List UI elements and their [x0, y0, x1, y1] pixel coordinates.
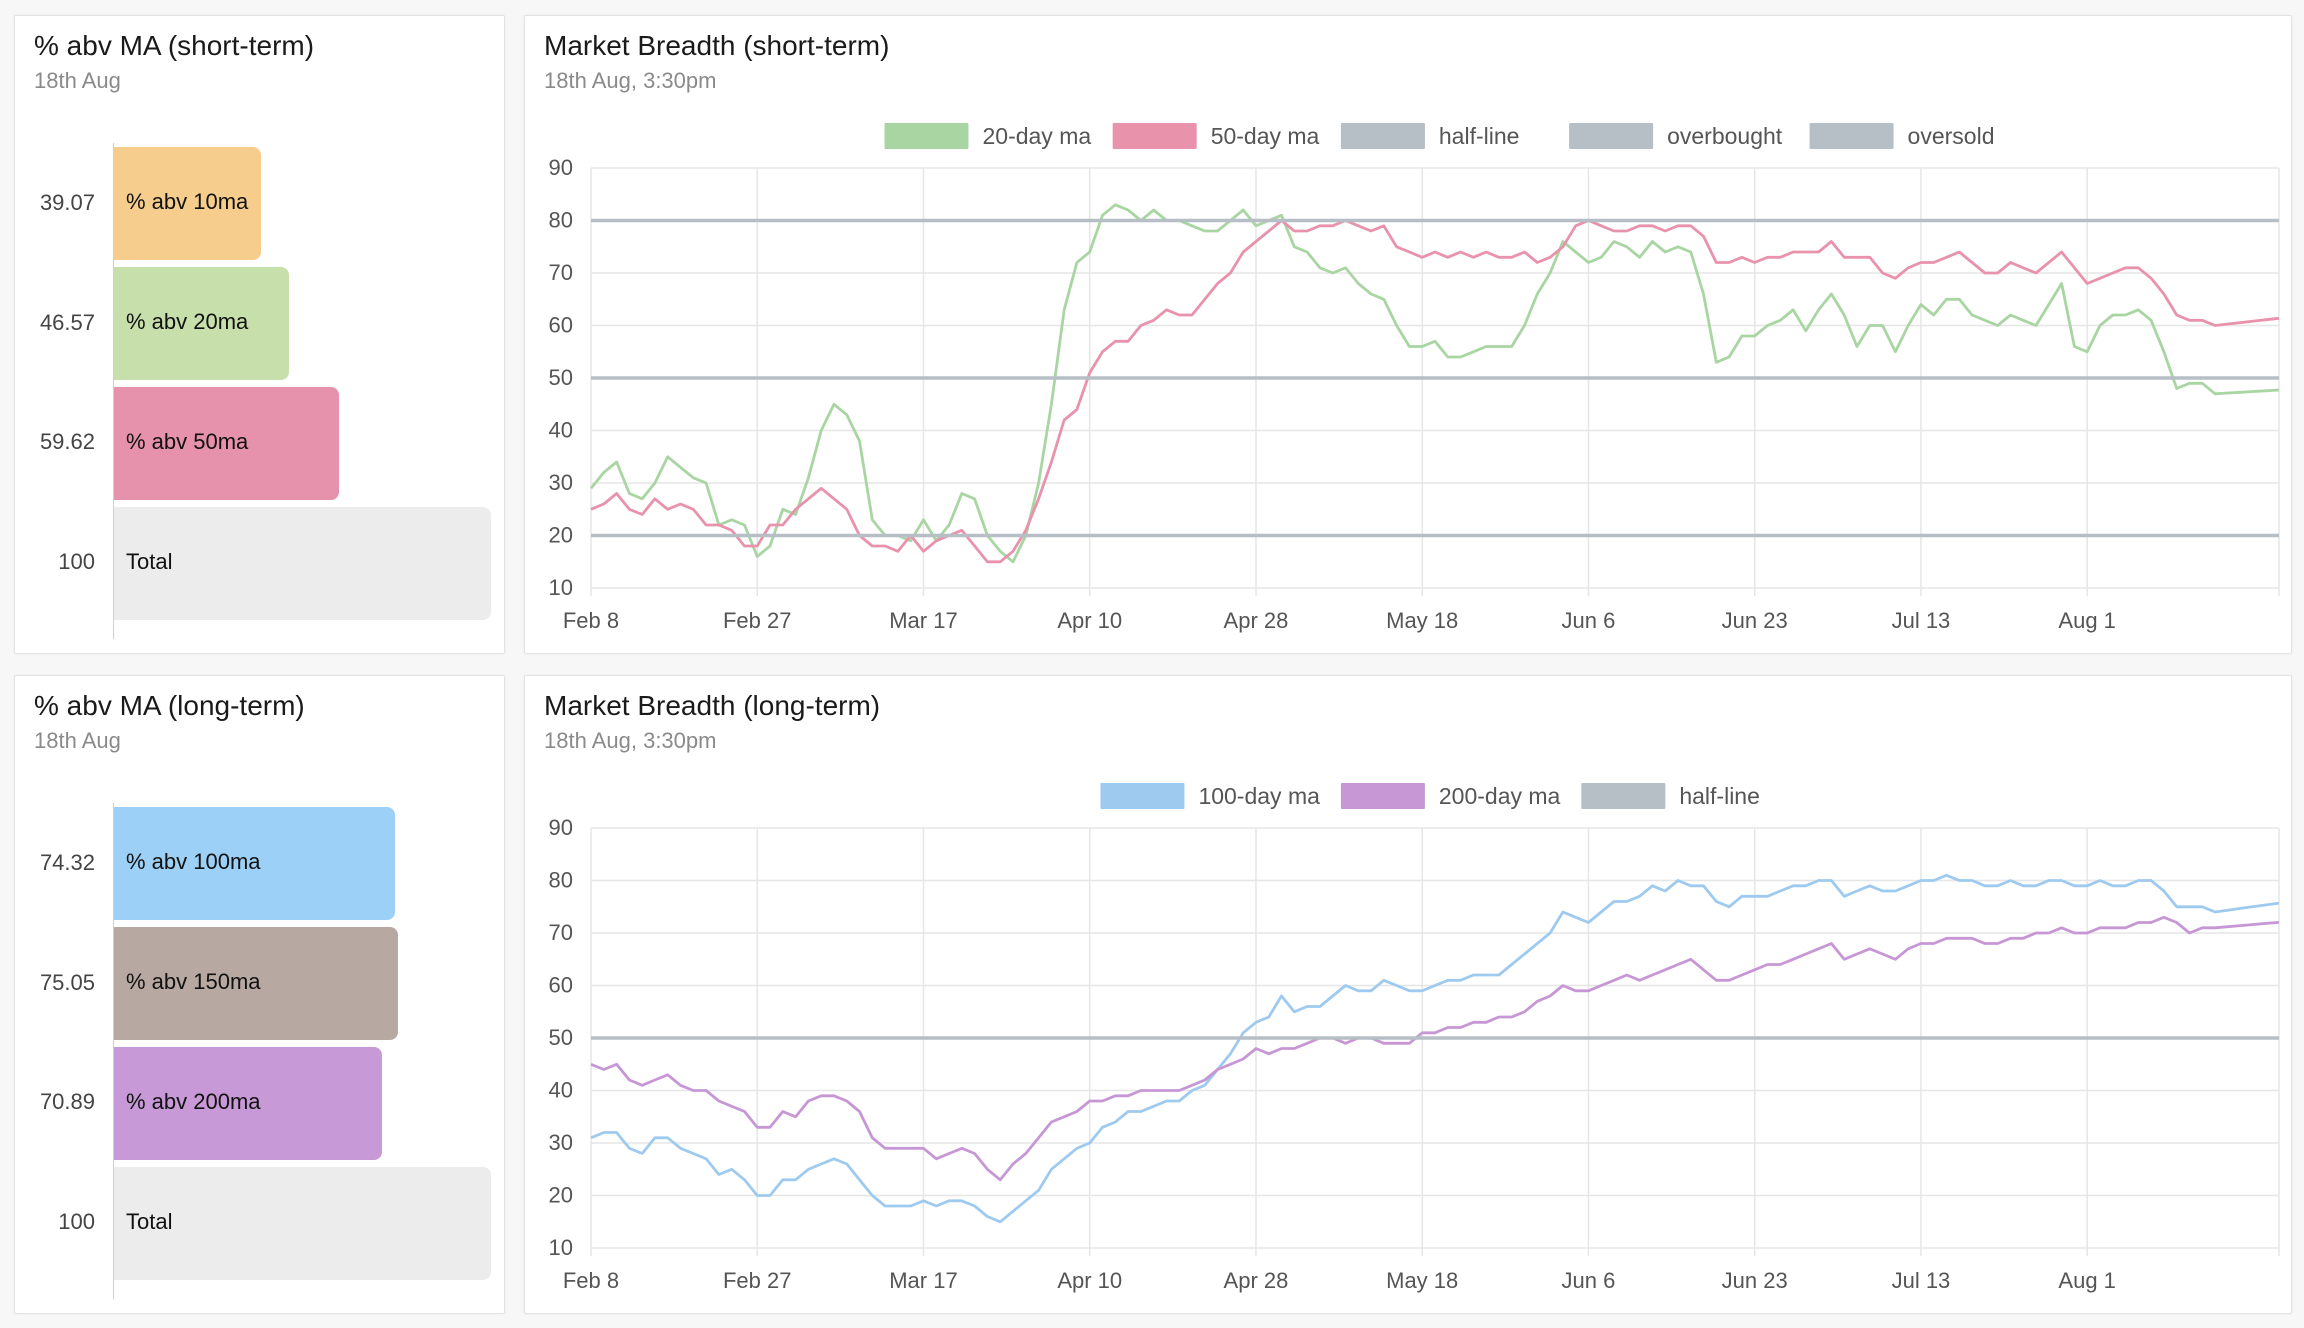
y-tick-label: 30	[549, 470, 573, 495]
y-tick-label: 50	[549, 365, 573, 390]
x-tick-label: Jul 13	[1892, 608, 1951, 633]
y-tick-label: 90	[549, 155, 573, 180]
panel-date: 18th Aug	[34, 68, 121, 93]
bar-label: % abv 150ma	[126, 969, 261, 994]
legend-swatch-100-day-ma	[1100, 783, 1185, 809]
y-tick-label: 20	[549, 523, 573, 548]
y-tick-label: 80	[549, 868, 573, 893]
long-term-bars-panel: % abv MA (long-term) 18th Aug 74.32 % ab…	[14, 675, 505, 1314]
bar-value: 75.05	[39, 970, 95, 995]
short-term-bars-panel: % abv MA (short-term) 18th Aug 39.07 % a…	[14, 15, 505, 654]
x-tick-label: Jul 13	[1892, 1268, 1951, 1293]
x-tick-label: May 18	[1386, 608, 1458, 633]
bar-total[interactable]: Total	[114, 1167, 491, 1280]
x-tick-label: Mar 17	[889, 1268, 957, 1293]
y-tick-label: 70	[549, 920, 573, 945]
bar-abv-10ma[interactable]: % abv 10ma	[114, 147, 261, 260]
y-tick-label: 30	[549, 1130, 573, 1155]
x-tick-label: Aug 1	[2058, 1268, 2116, 1293]
series-line-100-day-ma	[590, 873, 2280, 1224]
bar-axis	[113, 803, 114, 1299]
bar-label: % abv 200ma	[126, 1089, 261, 1114]
y-tick-label: 90	[549, 815, 573, 840]
legend-label-100-day-ma: 100-day ma	[1198, 783, 1320, 809]
y-tick-label: 60	[549, 973, 573, 998]
panel-title: % abv MA (short-term)	[34, 30, 315, 61]
bar-label: Total	[126, 549, 173, 574]
legend-label-half-line: half-line	[1439, 123, 1520, 149]
long-term-line-chart: 90 80 70 60 50 40 30 20 10 Feb 8 Feb 27 Mar 17 Apr 1…	[549, 783, 2280, 1293]
x-tick-label: Apr 10	[1057, 608, 1122, 633]
x-tick-label: Jun 6	[1562, 608, 1616, 633]
x-tick-label: Aug 1	[2058, 608, 2116, 633]
series-line-50-day-ma	[590, 219, 2280, 564]
bar-value: 39.07	[39, 190, 95, 215]
bar-value: 70.89	[39, 1089, 95, 1114]
bar-abv-100ma[interactable]: % abv 100ma	[114, 807, 395, 920]
x-tick-label: Apr 28	[1224, 1268, 1289, 1293]
bar-total[interactable]: Total	[114, 507, 491, 620]
legend-swatch-50-day-ma	[1112, 123, 1197, 149]
y-tick-label: 70	[549, 260, 573, 285]
series-line-200-day-ma	[590, 915, 2280, 1182]
panel-title: % abv MA (long-term)	[34, 690, 305, 721]
long-term-line-panel: Market Breadth (long-term) 18th Aug, 3:3…	[524, 675, 2292, 1314]
x-tick-label: Feb 27	[723, 608, 792, 633]
bar-value: 100	[58, 549, 95, 574]
legend-label-oversold: oversold	[1908, 123, 1995, 149]
panel-title: Market Breadth (long-term)	[544, 690, 881, 721]
x-tick-label: Feb 8	[563, 608, 619, 633]
bar-value: 100	[58, 1209, 95, 1234]
legend-label-200-day-ma: 200-day ma	[1439, 783, 1561, 809]
x-tick-label: Jun 23	[1722, 608, 1788, 633]
x-tick-label: Jun 6	[1562, 1268, 1616, 1293]
legend-swatch-oversold	[1809, 123, 1894, 149]
legend-label-half-line: half-line	[1679, 783, 1760, 809]
bar-label: % abv 20ma	[126, 309, 249, 334]
panel-title: Market Breadth (short-term)	[544, 30, 890, 61]
legend-swatch-half-line	[1340, 123, 1425, 149]
short-term-line-panel: Market Breadth (short-term) 18th Aug, 3:…	[524, 15, 2292, 654]
y-tick-label: 20	[549, 1183, 573, 1208]
panel-date: 18th Aug, 3:30pm	[544, 68, 717, 93]
bar-abv-20ma[interactable]: % abv 20ma	[114, 267, 289, 380]
x-tick-label: May 18	[1386, 1268, 1458, 1293]
legend-swatch-half-line	[1581, 783, 1666, 809]
y-tick-label: 10	[549, 1235, 573, 1260]
bar-value: 46.57	[39, 310, 95, 335]
bar-abv-50ma[interactable]: % abv 50ma	[114, 387, 339, 500]
legend-label-overbought: overbought	[1667, 123, 1783, 149]
x-tick-label: Apr 10	[1057, 1268, 1122, 1293]
bar-label: Total	[126, 1209, 173, 1234]
y-tick-label: 40	[549, 1078, 573, 1103]
x-tick-label: Feb 27	[723, 1268, 792, 1293]
legend-label-50-day-ma: 50-day ma	[1211, 123, 1320, 149]
legend-swatch-overbought	[1569, 123, 1654, 149]
x-tick-label: Jun 23	[1722, 1268, 1788, 1293]
panel-date: 18th Aug	[34, 728, 121, 753]
x-tick-label: Apr 28	[1224, 608, 1289, 633]
x-tick-label: Mar 17	[889, 608, 957, 633]
bar-value: 59.62	[39, 429, 95, 454]
x-tick-label: Feb 8	[563, 1268, 619, 1293]
series-line-20-day-ma	[589, 203, 2280, 564]
y-tick-label: 40	[549, 418, 573, 443]
legend-label-20-day-ma: 20-day ma	[982, 123, 1091, 149]
bar-axis	[113, 143, 114, 639]
bar-label: % abv 100ma	[126, 849, 261, 874]
bar-label: % abv 10ma	[126, 189, 249, 214]
bar-abv-150ma[interactable]: % abv 150ma	[114, 927, 398, 1040]
bar-abv-200ma[interactable]: % abv 200ma	[114, 1047, 382, 1160]
short-term-line-chart: 90 80 70 60 50 40 30 20 10 Feb 8 Feb 27 Mar 17 Apr 1…	[549, 123, 2280, 633]
y-tick-label: 60	[549, 313, 573, 338]
bar-value: 74.32	[39, 850, 95, 875]
panel-date: 18th Aug, 3:30pm	[544, 728, 717, 753]
y-tick-label: 50	[549, 1025, 573, 1050]
y-tick-label: 10	[549, 575, 573, 600]
legend-swatch-20-day-ma	[884, 123, 969, 149]
bar-label: % abv 50ma	[126, 429, 249, 454]
legend-swatch-200-day-ma	[1340, 783, 1425, 809]
y-tick-label: 80	[549, 208, 573, 233]
